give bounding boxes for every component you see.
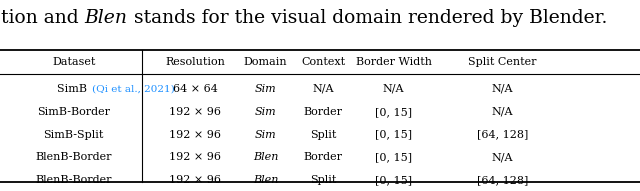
Text: 192 × 96: 192 × 96: [169, 107, 221, 117]
Text: N/A: N/A: [383, 84, 404, 94]
Text: 192 × 96: 192 × 96: [169, 152, 221, 162]
Text: [64, 128]: [64, 128]: [477, 130, 528, 140]
Text: Border: Border: [304, 152, 342, 162]
Text: BlenB-Border: BlenB-Border: [35, 175, 112, 185]
Text: N/A: N/A: [312, 84, 334, 94]
Text: Sim: Sim: [255, 107, 276, 117]
Text: Sim: Sim: [255, 130, 276, 140]
Text: BlenB-Border: BlenB-Border: [35, 152, 112, 162]
Text: Border Width: Border Width: [356, 57, 431, 67]
Text: N/A: N/A: [492, 152, 513, 162]
Text: stands for the visual domain rendered by Blender.: stands for the visual domain rendered by…: [127, 9, 607, 27]
Text: (Qi et al., 2021): (Qi et al., 2021): [92, 84, 174, 93]
Text: Dataset: Dataset: [52, 57, 95, 67]
Text: Resolution: Resolution: [165, 57, 225, 67]
Text: Border: Border: [304, 107, 342, 117]
Text: N/A: N/A: [492, 84, 513, 94]
Text: Split Center: Split Center: [468, 57, 537, 67]
Text: tion and: tion and: [1, 9, 84, 27]
Text: Sim: Sim: [255, 84, 276, 94]
Text: 192 × 96: 192 × 96: [169, 130, 221, 140]
Text: SimB-Split: SimB-Split: [44, 130, 104, 140]
Text: [0, 15]: [0, 15]: [375, 130, 412, 140]
Text: [0, 15]: [0, 15]: [375, 107, 412, 117]
Text: [0, 15]: [0, 15]: [375, 175, 412, 185]
Text: Context: Context: [301, 57, 345, 67]
Text: SimB-Border: SimB-Border: [37, 107, 110, 117]
Text: N/A: N/A: [492, 107, 513, 117]
Text: Blen: Blen: [253, 175, 278, 185]
Text: SimB: SimB: [57, 84, 90, 94]
Text: Split: Split: [310, 175, 337, 185]
Text: [64, 128]: [64, 128]: [477, 175, 528, 185]
Text: Split: Split: [310, 130, 337, 140]
Text: 192 × 96: 192 × 96: [169, 175, 221, 185]
Text: Blen: Blen: [253, 152, 278, 162]
Text: Domain: Domain: [244, 57, 287, 67]
Text: Blen: Blen: [84, 9, 127, 27]
Text: [0, 15]: [0, 15]: [375, 152, 412, 162]
Text: 64 × 64: 64 × 64: [173, 84, 218, 94]
